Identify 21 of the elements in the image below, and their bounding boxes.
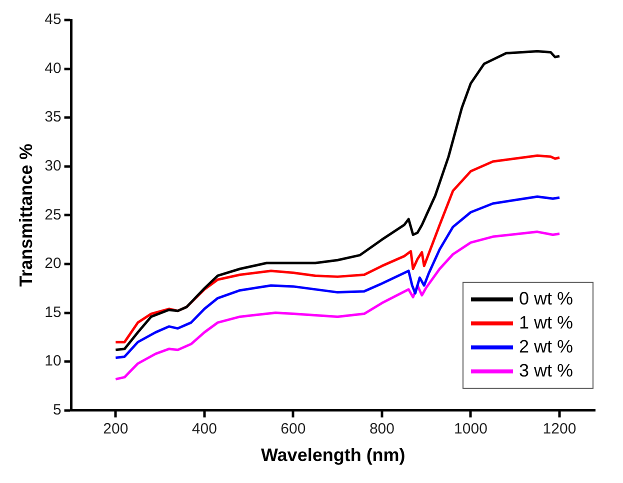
y-tick-label: 30: [44, 158, 62, 175]
legend-label: 0 wt %: [519, 288, 574, 308]
legend-label: 3 wt %: [519, 360, 574, 380]
y-tick-label: 25: [44, 206, 62, 224]
x-tick-label: 600: [280, 420, 306, 438]
x-axis-title: Wavelength (nm): [260, 445, 406, 466]
x-tick-label: 1000: [454, 420, 488, 438]
y-tick-label: 45: [44, 11, 62, 28]
y-axis-title: Transmittance %: [16, 144, 36, 287]
x-tick-label: 800: [369, 420, 394, 438]
legend-label: 2 wt %: [519, 336, 574, 356]
y-tick-label: 15: [44, 304, 62, 321]
x-tick-label: 200: [103, 420, 128, 438]
y-tick-label: 20: [44, 255, 62, 272]
y-tick-label: 35: [44, 108, 62, 126]
y-tick-label: 10: [44, 352, 62, 370]
y-tick-label: 5: [52, 402, 62, 419]
legend-label: 1 wt %: [519, 312, 574, 332]
x-tick-label: 1200: [542, 420, 576, 438]
x-tick-label: 400: [192, 420, 217, 438]
y-tick-label: 40: [44, 60, 62, 77]
